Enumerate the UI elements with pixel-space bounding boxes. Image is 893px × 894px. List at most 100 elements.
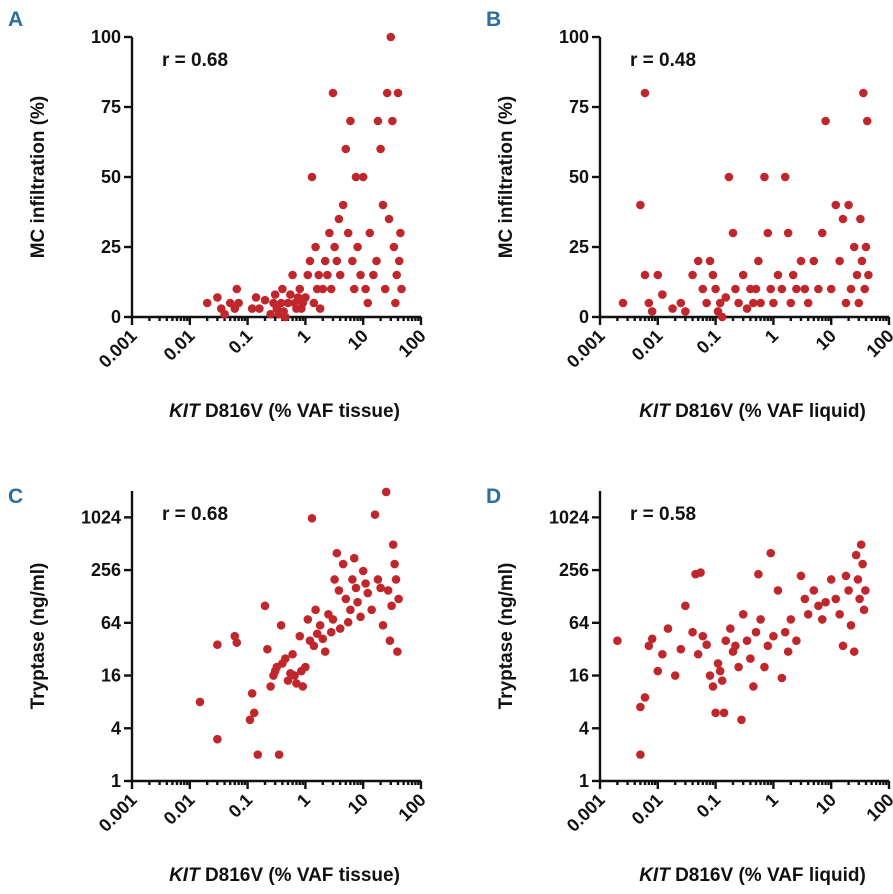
x-axis-title-text: D816V (% VAF tissue) <box>200 865 400 886</box>
data-point <box>698 631 708 641</box>
data-point <box>358 172 368 182</box>
data-point <box>396 228 405 238</box>
data-point <box>290 671 299 680</box>
data-point <box>367 605 376 615</box>
data-point <box>325 228 334 238</box>
data-point <box>721 293 731 302</box>
data-point <box>857 256 867 266</box>
data-point <box>792 284 801 294</box>
data-point <box>713 659 723 668</box>
data-point <box>796 571 806 581</box>
data-point <box>786 298 796 308</box>
panel-letter: B <box>486 8 501 31</box>
data-point <box>640 693 650 702</box>
data-point <box>693 256 703 266</box>
data-point <box>681 307 690 316</box>
x-tick-label: 0.001 <box>95 790 141 836</box>
data-point <box>376 583 385 593</box>
data-point <box>841 571 851 581</box>
x-axis-title-gene: KIT <box>639 865 671 886</box>
x-tick-label: 100 <box>394 790 429 825</box>
y-tick-label: 0 <box>579 307 589 327</box>
data-point <box>749 298 758 308</box>
data-point <box>849 647 859 656</box>
data-point <box>640 88 650 98</box>
data-point <box>769 631 778 641</box>
x-axis-title-text: D816V (% VAF liquid) <box>670 865 866 886</box>
x-axis-title: KIT D816V (% VAF liquid) <box>639 865 866 886</box>
data-point <box>394 256 404 266</box>
y-axis-title: MC infiltration (%) <box>28 96 49 259</box>
y-tick-label: 4 <box>579 718 589 738</box>
data-point <box>305 256 315 266</box>
data-point <box>213 734 222 744</box>
data-point <box>846 284 856 294</box>
data-point <box>809 586 819 595</box>
data-point <box>796 256 806 266</box>
data-point <box>387 601 396 611</box>
data-point <box>717 312 727 322</box>
data-point <box>731 284 740 294</box>
data-point <box>681 601 690 611</box>
data-point <box>385 636 395 645</box>
data-point <box>195 697 205 707</box>
data-point <box>376 144 385 154</box>
data-point <box>853 575 863 584</box>
data-point <box>314 270 324 280</box>
data-point <box>303 615 313 624</box>
data-point <box>378 620 388 630</box>
data-point <box>298 682 308 691</box>
data-point <box>783 647 793 656</box>
data-point <box>821 597 830 607</box>
data-point <box>844 586 853 595</box>
y-tick-label: 1 <box>579 771 589 791</box>
data-point <box>698 284 708 294</box>
x-tick-label: 10 <box>344 790 372 818</box>
data-point <box>749 682 758 691</box>
data-point <box>831 594 841 604</box>
data-point <box>800 284 810 294</box>
data-point <box>343 228 353 238</box>
data-point <box>742 636 752 645</box>
data-point <box>348 575 357 584</box>
data-point <box>361 284 370 294</box>
data-point <box>328 88 338 98</box>
data-point <box>647 634 657 644</box>
data-point <box>760 662 769 672</box>
data-point <box>702 298 711 308</box>
y-axis-title: MC infiltration (%) <box>496 96 517 259</box>
data-point <box>835 610 844 619</box>
data-point <box>330 242 339 252</box>
data-point <box>653 666 663 676</box>
x-tick-label: 0.01 <box>628 790 667 829</box>
data-point <box>320 256 330 266</box>
data-point <box>281 312 290 322</box>
x-tick-label: 10 <box>812 790 840 818</box>
x-tick-label: 10 <box>344 326 372 354</box>
data-point <box>636 750 645 759</box>
data-point <box>773 586 783 595</box>
data-point <box>255 304 264 313</box>
data-point <box>363 588 373 598</box>
data-point <box>276 620 286 630</box>
data-point <box>737 715 746 725</box>
data-point <box>311 605 320 615</box>
data-point <box>742 304 752 313</box>
y-tick-label: 1024 <box>549 507 589 527</box>
x-tick-label: 0.1 <box>693 790 725 822</box>
data-point <box>309 298 319 308</box>
data-point <box>378 200 388 210</box>
data-point <box>783 228 793 238</box>
data-point <box>309 641 319 651</box>
data-point <box>326 284 336 294</box>
x-tick-label: 0.001 <box>563 326 609 372</box>
data-point <box>831 200 841 210</box>
data-point <box>856 540 866 549</box>
data-point <box>751 284 761 294</box>
data-point <box>838 214 848 224</box>
x-tick-label: 0.01 <box>628 326 667 365</box>
data-point <box>353 242 362 252</box>
data-point <box>369 270 378 280</box>
panel-c: C 0.001 0.01 0.1 1 10 100 1 4 16 64 256 1024 Tryptase… <box>8 485 430 886</box>
